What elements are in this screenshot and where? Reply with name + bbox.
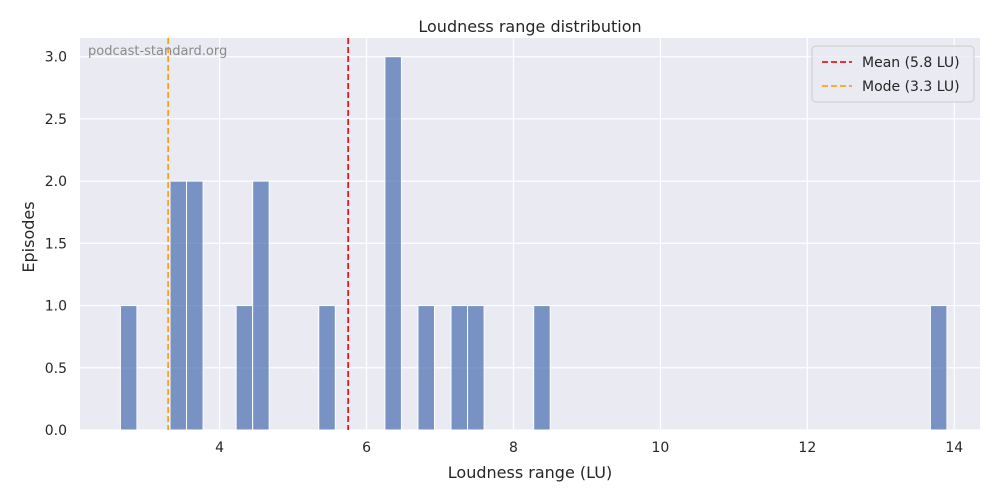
y-tick-label: 1.0 [45,299,67,315]
x-tick-label: 4 [215,440,224,456]
legend: Mean (5.8 LU) Mode (3.3 LU) [811,45,975,103]
histogram-bar [318,305,336,431]
x-tick-label: 6 [362,440,371,456]
histogram-bar [450,305,469,431]
x-tick-label: 10 [651,440,669,456]
x-tick-label: 12 [798,440,816,456]
y-tick-label: 1.5 [45,236,67,252]
y-tick-label: 2.5 [45,112,67,128]
y-tick-label: 0.5 [45,361,67,377]
histogram-bar [533,305,551,431]
histogram-bar [119,305,138,431]
y-tick-label: 3.0 [45,50,67,66]
chart-title: Loudness range distribution [418,17,641,36]
grid-lines [80,38,980,431]
histogram-bar [467,305,485,431]
reference-lines [167,38,350,430]
histogram-bar [929,305,948,431]
y-axis-label: Episodes [19,201,38,272]
x-tick-label: 14 [945,440,963,456]
watermark: podcast-standard.org [88,44,227,59]
histogram-bar [169,180,188,431]
histogram-bar [417,305,435,431]
x-axis-label: Loudness range (LU) [448,463,612,482]
y-tick-label: 2.0 [45,174,67,190]
axis-ticks: 4 6 8 10 12 14 0.0 0.5 1.0 1.5 2.0 2.5 3.0 [45,50,964,456]
y-tick-label: 0.0 [45,423,67,439]
legend-box [811,45,975,103]
x-tick-label: 8 [509,440,518,456]
histogram-bar [186,180,204,431]
plot-area [80,38,980,430]
histogram-bar [235,305,254,431]
histogram-bar [252,180,270,431]
legend-entry-label: Mode (3.3 LU) [862,79,960,95]
legend-entry-label: Mean (5.8 LU) [862,55,960,71]
histogram-bar [384,56,402,431]
histogram-bars [119,56,948,431]
